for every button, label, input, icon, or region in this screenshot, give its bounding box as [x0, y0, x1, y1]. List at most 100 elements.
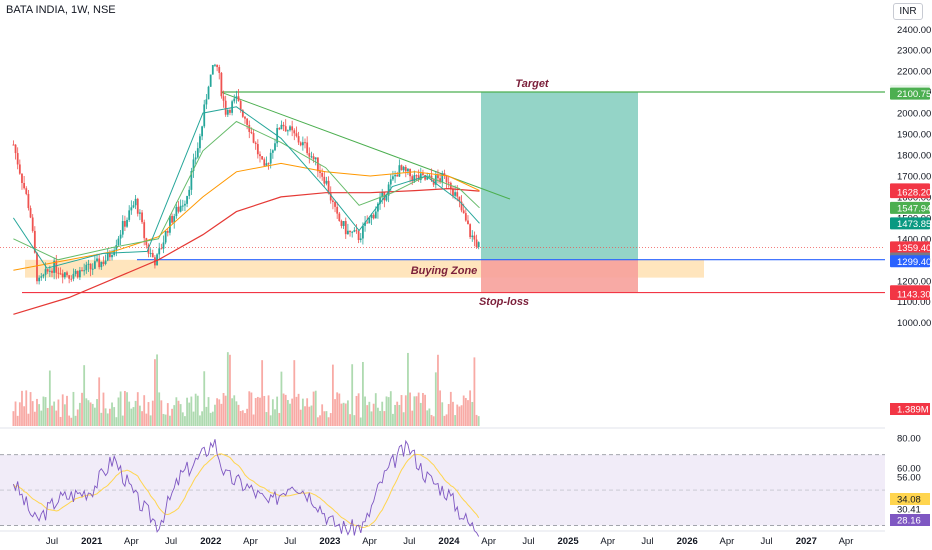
candle-body — [353, 230, 356, 232]
candle-body — [464, 213, 467, 221]
candle-body — [250, 131, 253, 134]
volume-bar — [211, 411, 214, 426]
price-tick-label: 1000.00 — [897, 318, 931, 329]
rsi-tag-bg — [890, 514, 930, 526]
time-tick-label: Apr — [481, 536, 496, 547]
candle-body — [452, 188, 454, 196]
candle-body — [460, 201, 463, 211]
volume-bar — [394, 404, 396, 426]
volume-bar — [355, 395, 358, 426]
candle-body — [295, 133, 298, 137]
candle-body — [269, 152, 272, 164]
candle-body — [293, 130, 296, 134]
candle-body — [419, 173, 422, 181]
volume-bar — [441, 402, 444, 426]
volume-bar — [74, 415, 77, 426]
candle-body — [151, 253, 154, 258]
volume-bar — [256, 396, 259, 426]
volume-bar — [194, 393, 197, 426]
candle-body — [141, 212, 143, 223]
volume-bar — [25, 390, 28, 426]
price-tick-label: 1100.00 — [897, 297, 931, 308]
candle-body — [222, 96, 225, 101]
volume-bar — [351, 364, 354, 426]
candle-body — [63, 272, 66, 278]
candle-body — [53, 260, 56, 273]
candle-body — [366, 222, 369, 224]
candle-body — [226, 110, 229, 115]
candle-body — [417, 175, 420, 181]
ma-green-label: 1547.94 — [897, 203, 931, 214]
volume-bar — [310, 405, 313, 426]
volume-bar — [284, 394, 287, 426]
candle-body — [342, 221, 345, 226]
candle-body — [319, 171, 321, 174]
volume-bar — [12, 411, 15, 426]
time-tick-label: Apr — [600, 536, 615, 547]
candle-body — [158, 248, 161, 255]
volume-bar — [252, 414, 255, 426]
candle-body — [263, 159, 266, 166]
candle-body — [12, 144, 15, 146]
time-tick-label: 2025 — [558, 536, 580, 547]
volume-bar — [269, 415, 272, 426]
candle-body — [31, 217, 34, 231]
candle-body — [426, 177, 429, 180]
volume-bar — [201, 411, 203, 426]
ma-100 — [13, 162, 480, 271]
candle-body — [115, 245, 118, 250]
volume-bar — [85, 398, 88, 426]
volume-bar — [145, 413, 148, 426]
loss-zone — [481, 259, 638, 293]
volume-bar — [293, 360, 296, 426]
trend-line — [220, 91, 511, 200]
candle-body — [111, 255, 113, 258]
volume-bar — [344, 403, 347, 426]
volume-bar — [259, 397, 261, 426]
candle-body — [203, 104, 206, 127]
candle-body — [411, 176, 414, 182]
time-tick-label: Apr — [124, 536, 139, 547]
candle-body — [18, 164, 21, 174]
candle-body — [124, 221, 126, 227]
volume-bar — [469, 390, 472, 426]
volume-bar — [241, 410, 244, 426]
volume-bar — [119, 391, 122, 426]
volume-bar — [139, 405, 141, 426]
candle-body — [192, 159, 195, 172]
volume-bar — [409, 392, 411, 426]
volume-bar — [156, 354, 158, 426]
volume-bar — [162, 413, 165, 426]
volume-bar — [70, 417, 73, 426]
volume-bar — [235, 401, 238, 426]
candle-body — [145, 238, 148, 246]
candle-body — [218, 67, 221, 73]
volume-bar — [323, 411, 326, 426]
currency-button[interactable]: INR — [893, 3, 923, 20]
ma-teal-label-bg — [890, 217, 930, 230]
candle-body — [467, 220, 469, 225]
time-tick-label: 2026 — [677, 536, 698, 547]
candle-body — [443, 173, 446, 176]
candle-body — [340, 221, 343, 226]
candle-body — [469, 224, 472, 238]
volume-bar — [342, 402, 345, 426]
candle-body — [299, 142, 302, 146]
candle-body — [179, 205, 182, 212]
volume-bar — [226, 352, 229, 426]
time-tick-label: 2024 — [438, 536, 460, 547]
candle-body — [29, 208, 32, 218]
volume-bar — [396, 401, 399, 426]
volume-bar — [443, 415, 446, 426]
volume-bar — [196, 395, 199, 426]
target-line-label-bg — [890, 87, 930, 100]
volume-bar — [244, 413, 246, 426]
candle-body — [194, 157, 197, 160]
volume-bar — [473, 357, 476, 426]
volume-bar — [398, 404, 401, 426]
volume-bar — [222, 392, 225, 426]
candle-body — [359, 238, 362, 240]
candle-body — [40, 276, 43, 278]
candle-body — [96, 258, 98, 262]
